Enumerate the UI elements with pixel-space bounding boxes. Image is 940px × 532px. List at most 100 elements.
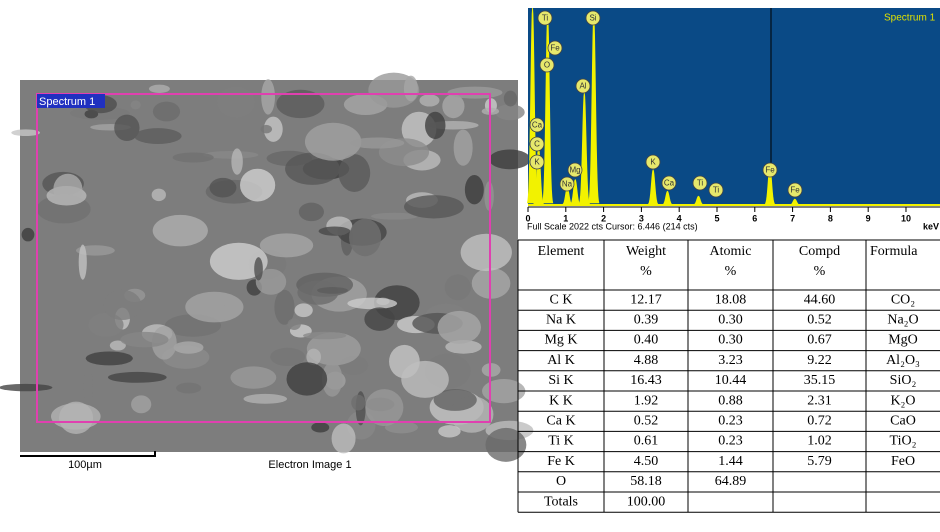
grain	[350, 137, 404, 148]
grain	[351, 395, 365, 411]
table-cell: 0.88	[718, 393, 743, 408]
peak-label: Fe	[550, 44, 560, 53]
table-header: %	[725, 264, 737, 279]
scale-bar-label: 100µm	[68, 459, 102, 471]
table-cell: TiO₂	[890, 434, 917, 449]
spectrum-footer: Full Scale 2022 cts Cursor: 6.446 (214 c…	[527, 221, 698, 231]
table-cell: 3.23	[718, 353, 743, 368]
grain	[0, 384, 52, 391]
grain	[173, 152, 214, 162]
table-header: Formula	[870, 244, 918, 259]
x-tick-label: 5	[714, 213, 719, 223]
table-cell: K K	[549, 393, 573, 408]
table-cell: 0.23	[718, 414, 743, 429]
grain	[254, 257, 263, 280]
grain	[260, 233, 313, 257]
grain	[176, 383, 201, 394]
table-cell: 0.23	[718, 434, 743, 449]
grain	[217, 305, 228, 320]
grain	[209, 178, 236, 198]
table-cell: 58.18	[630, 474, 662, 489]
table-cell: Totals	[544, 494, 578, 509]
grain	[86, 351, 133, 365]
table-cell: 0.52	[807, 313, 832, 328]
table-cell: 44.60	[804, 292, 836, 307]
table-cell: Al K	[547, 353, 575, 368]
grain	[425, 112, 445, 139]
peak-label: Fe	[790, 186, 800, 195]
peak-label: Ti	[713, 186, 720, 195]
table-cell: 0.30	[718, 333, 743, 348]
grain	[131, 395, 151, 413]
grain	[454, 129, 473, 165]
grain	[365, 389, 403, 426]
table-cell: 0.72	[807, 414, 832, 429]
table-header: Element	[538, 244, 585, 259]
grain	[317, 287, 348, 294]
grain	[153, 102, 180, 122]
grain	[445, 274, 471, 300]
grain	[311, 422, 329, 432]
grain	[404, 195, 464, 218]
grain	[349, 219, 381, 257]
peak-label: Ca	[532, 121, 543, 130]
table-header: Atomic	[710, 244, 752, 259]
x-tick-label: 8	[828, 213, 833, 223]
grain	[84, 369, 93, 404]
table-cell: FeO	[891, 454, 915, 469]
table-header: Weight	[626, 244, 666, 259]
plot-area	[528, 8, 940, 206]
grain	[438, 311, 481, 344]
grain	[152, 189, 166, 201]
grain	[482, 363, 501, 377]
table-cell: Na₂O	[887, 313, 918, 328]
grain	[149, 85, 170, 93]
table-cell: 100.00	[627, 494, 666, 509]
grain	[364, 307, 394, 330]
table-cell: Ti K	[548, 434, 574, 449]
table-cell: O	[556, 474, 566, 489]
table-cell: K₂O	[890, 393, 915, 408]
table-cell: C K	[550, 292, 573, 307]
spectrum-title: Spectrum 1	[884, 13, 936, 24]
grain	[332, 424, 356, 454]
x-tick-label: 0	[525, 213, 530, 223]
table-cell: Al₂O₃	[886, 353, 920, 368]
table-header: %	[640, 264, 652, 279]
grain	[185, 292, 243, 323]
peak-label: C	[534, 140, 540, 149]
grain	[243, 394, 287, 404]
peak-label: Si	[589, 14, 596, 23]
table-cell: 4.50	[634, 454, 659, 469]
grain	[53, 174, 82, 205]
peak-label: K	[534, 158, 540, 167]
table-cell: 5.79	[807, 454, 832, 469]
grain	[108, 372, 167, 383]
table-cell: 10.44	[715, 373, 747, 388]
table-cell: 4.88	[634, 353, 659, 368]
x-axis-label: keV	[923, 221, 939, 231]
grain	[485, 428, 526, 462]
grain	[79, 245, 87, 280]
grain	[401, 361, 449, 398]
x-tick-label: 2	[601, 213, 606, 223]
table-cell: MgO	[888, 333, 918, 348]
table-cell: Si K	[548, 373, 573, 388]
grain	[347, 298, 397, 309]
grain	[153, 215, 208, 246]
peak-label: Ca	[664, 179, 675, 188]
x-tick-label: 9	[866, 213, 871, 223]
grain	[231, 148, 242, 174]
grain	[338, 154, 370, 192]
grain	[230, 366, 276, 388]
grain	[495, 104, 524, 120]
grain	[294, 303, 312, 317]
grain	[438, 425, 460, 437]
table-cell: 0.39	[634, 313, 659, 328]
table-cell: 1.44	[718, 454, 743, 469]
table-cell: 0.30	[718, 313, 743, 328]
grain	[319, 227, 351, 236]
figure: Spectrum 1 100µm Electron Image 1 Spectr…	[0, 0, 940, 532]
table-cell: Mg K	[544, 333, 577, 348]
table-cell: 16.43	[630, 373, 662, 388]
